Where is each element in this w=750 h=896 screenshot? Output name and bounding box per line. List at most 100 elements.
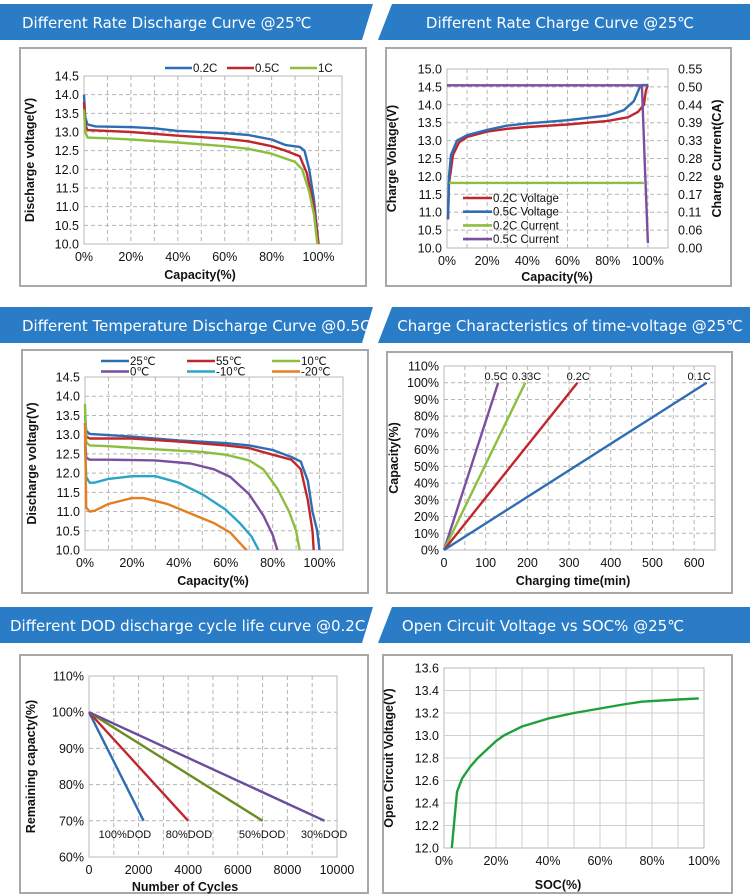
- x-tick-label: 0%: [438, 254, 456, 268]
- y-tick-label: 11.5: [419, 188, 442, 202]
- series-line-80%DOD: [88, 711, 190, 822]
- series-line-0.5C: [82, 102, 320, 245]
- y2-tick-label: 0.17: [678, 188, 702, 202]
- chart-title: Open Circuit Voltage vs SOC% @25℃: [402, 617, 684, 635]
- y-tick-label: 60%: [59, 851, 84, 865]
- y-tick-label: 12.5: [418, 152, 442, 166]
- x-tick-label: 60%: [212, 250, 237, 264]
- x-tick-label: 60%: [587, 854, 612, 868]
- y-tick-label: 11.0: [57, 505, 80, 519]
- legend-label: 1C: [318, 63, 333, 75]
- x-axis-label: Capacity(%): [521, 270, 593, 284]
- x-tick-label: 80%: [259, 250, 284, 264]
- panel-header-bar: [378, 4, 750, 40]
- series-line-0.5C Voltage: [446, 83, 648, 220]
- y2-tick-label: 0.00: [678, 242, 702, 256]
- series-line-0.2C: [443, 381, 579, 551]
- y-tick-label: 14.0: [56, 390, 80, 404]
- panel-header-bar: [0, 4, 373, 40]
- series-line-0.5C Current: [447, 84, 650, 244]
- x-tick-label: 400: [600, 556, 621, 570]
- y-tick-label: 10.5: [55, 219, 79, 233]
- x-tick-label: 0: [441, 556, 448, 570]
- y-axis-label: Charge Voltage(V): [385, 105, 399, 212]
- series-line-0.2C: [82, 94, 320, 245]
- series-label: 0.33C: [512, 371, 541, 383]
- plot-area: [443, 365, 716, 551]
- x-tick-label: 40%: [166, 556, 191, 570]
- x-tick-label: 0%: [76, 556, 94, 570]
- y-tick-label: 100%: [52, 706, 84, 720]
- y-tick-label: 13.4: [415, 684, 439, 698]
- y-tick-label: 11.5: [57, 486, 80, 500]
- chart-title: Different Temperature Discharge Curve @0…: [22, 317, 371, 335]
- y-tick-label: 13.6: [415, 662, 439, 676]
- y-tick-label: 13.0: [415, 729, 439, 743]
- series-line-30%DOD: [88, 711, 326, 822]
- y-tick-label: 100%: [407, 376, 439, 390]
- y-tick-label: 14.5: [56, 371, 80, 385]
- y2-tick-label: 0.55: [678, 63, 702, 77]
- panel-header-bar: [378, 307, 750, 343]
- chart-title: Different Rate Charge Curve @25℃: [426, 14, 694, 32]
- legend-label: 0.2C: [193, 63, 217, 75]
- y-tick-label: 12.5: [55, 144, 79, 158]
- y-tick-label: 12.8: [415, 752, 439, 766]
- y-tick-label: 11.0: [419, 206, 442, 220]
- chart-panel-0: Different Rate Discharge Curve @25℃ 0% 20%…: [0, 4, 373, 287]
- y-axis-label: Discharge voltagr(V): [25, 402, 39, 524]
- x-tick-label: 100%: [688, 854, 720, 868]
- y-tick-label: 80%: [414, 410, 439, 424]
- y-tick-label: 50%: [414, 460, 439, 474]
- y-tick-label: 10.5: [56, 524, 80, 538]
- y-tick-label: 12.0: [415, 842, 439, 856]
- series-line-1C: [82, 109, 319, 245]
- x-tick-label: 20%: [475, 254, 500, 268]
- y-tick-label: 13.5: [55, 107, 79, 121]
- y-tick-label: 80%: [59, 778, 84, 792]
- series-label: 0.2C: [567, 371, 590, 383]
- series-line-10℃: [83, 403, 301, 551]
- x-axis-label: Number of Cycles: [132, 880, 238, 894]
- y2-axis-label: Charge Current(CA): [710, 99, 724, 217]
- series-line-0℃: [83, 434, 279, 551]
- y-tick-label: 12.5: [56, 447, 80, 461]
- series-line-0: [450, 697, 699, 849]
- x-tick-label: 0%: [75, 250, 93, 264]
- legend-label: 0.5C Current: [493, 234, 560, 246]
- x-axis-label: Charging time(min): [516, 574, 631, 588]
- series-line-0.33C: [442, 382, 527, 551]
- x-tick-label: 60%: [555, 254, 580, 268]
- series-label: 30%DOD: [301, 829, 348, 841]
- series-label: 50%DOD: [239, 829, 286, 841]
- x-tick-label: 100%: [303, 250, 335, 264]
- panel-header-bar: [0, 607, 373, 643]
- y2-tick-label: 0.39: [678, 116, 702, 130]
- y-tick-label: 14.0: [418, 98, 442, 112]
- series-line-0.5C: [442, 382, 500, 551]
- y2-tick-label: 0.50: [678, 80, 702, 94]
- chart-panel-2: Different Temperature Discharge Curve @0…: [0, 307, 373, 594]
- x-tick-label: 6000: [224, 863, 252, 877]
- x-tick-label: 100: [475, 556, 496, 570]
- series-label: 0.1C: [688, 371, 711, 383]
- y2-tick-label: 0.33: [678, 134, 702, 148]
- y-tick-label: 12.4: [415, 797, 439, 811]
- legend-label: -20℃: [301, 367, 331, 379]
- legend-label: 10℃: [301, 356, 327, 368]
- y-tick-label: 14.5: [418, 80, 442, 94]
- x-tick-label: 20%: [118, 250, 143, 264]
- y-tick-label: 40%: [414, 477, 439, 491]
- chart-panel-1: Different Rate Charge Curve @25℃ 0% 20% 40%…: [378, 4, 750, 287]
- legend-label: 55℃: [216, 356, 242, 368]
- legend-label: 0.5C Voltage: [493, 207, 559, 219]
- y-tick-label: 90%: [414, 393, 439, 407]
- legend-label: 0.2C Voltage: [493, 193, 559, 205]
- x-tick-label: 80%: [260, 556, 285, 570]
- series-label: 0.5C: [484, 371, 507, 383]
- chart-title: Charge Characteristics of time-voltage @…: [397, 317, 742, 335]
- y-tick-label: 20%: [414, 510, 439, 524]
- x-tick-label: 8000: [273, 863, 301, 877]
- y-tick-label: 12.0: [418, 170, 442, 184]
- legend-label: 25℃: [130, 356, 156, 368]
